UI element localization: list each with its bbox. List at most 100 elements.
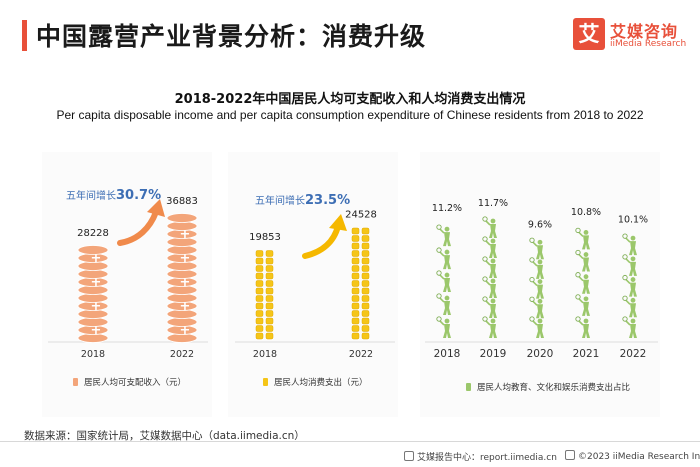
person-arm [532,300,538,306]
plus-icon: + [180,299,191,314]
person-arm [485,320,491,326]
expense-coin [265,317,274,325]
racket [482,296,488,302]
person-body [489,244,497,258]
share-bar-2018 [436,224,451,338]
person-arm [578,276,584,282]
person-body [489,284,497,298]
person-head [444,295,450,301]
person-head [444,318,450,324]
expense-coin [351,242,360,250]
footer-report-center: 艾媒报告中心：report.iimedia.cn [404,450,557,463]
footer-copyright: ©2023 iiMedia Research Inc [565,450,700,462]
plus-icon: + [91,299,102,314]
footer-left-text: 艾媒报告中心：report.iimedia.cn [417,453,557,463]
expense-coin [265,280,274,287]
racket [482,216,488,222]
person-icon [482,216,497,238]
person-icon [529,296,544,319]
share-bar-2020 [529,237,544,338]
share-category-label: 2019 [480,348,507,360]
person-icon [436,270,451,293]
expense-coin [361,310,370,317]
person-head [583,318,589,324]
racket [529,316,535,322]
person-body [443,324,451,338]
expense-coin [265,332,274,340]
plus-icon: + [180,323,191,338]
expense-coin [265,295,274,302]
person-icon [529,276,544,299]
expense-coin [255,295,264,302]
share-value-label: 10.8% [571,207,601,218]
expense-coin [361,250,370,257]
legend-label: 居民人均消费支出（元） [274,377,368,388]
legend-swatch [263,378,268,386]
person-body [582,324,590,338]
person-arm [578,231,584,237]
person-arm [532,320,538,326]
expense-coin [361,272,370,280]
person-body [443,232,451,247]
racket [622,295,628,301]
racket [575,294,581,300]
expense-coin [255,257,264,265]
person-arm [485,240,491,246]
person-head [444,272,450,278]
expense-coin [255,280,264,287]
person-head [444,249,450,255]
person-head [630,256,636,262]
racket [622,254,628,260]
income-arrow-head [147,199,165,217]
share-bar-2019 [482,216,497,338]
expense-chart: 19853 2018 24528 2022 五年间增长23.5% [235,193,395,360]
person-icon [482,316,497,338]
person-head [444,226,450,232]
person-head [490,218,496,224]
person-body [443,255,451,270]
share-value-label: 11.7% [478,198,508,209]
expense-coin [265,287,274,295]
racket [622,274,628,281]
expense-category-label: 2018 [253,349,277,360]
person-icon [529,316,544,338]
person-icon [482,296,497,318]
person-head [490,258,496,264]
racket [482,316,488,322]
growth-prefix: 五年间增长 [255,194,305,207]
expense-coin [265,325,274,332]
expense-bar-2022 [351,227,370,340]
racket [575,227,581,234]
legend-label: 居民人均教育、文化和娱乐消费支出占比 [477,382,630,393]
expense-coin [255,302,264,310]
income-bar-2018: + + + + [77,245,109,343]
logo-name-en: iiMedia Research [610,39,687,49]
title-accent-bar [22,20,27,51]
racket [529,237,535,243]
person-arm [625,237,631,243]
share-category-label: 2022 [620,348,647,360]
plus-icon: + [180,275,191,290]
racket [436,247,442,253]
expense-coin [361,302,370,310]
share-category-label: 2018 [434,348,461,360]
legend-label: 居民人均可支配收入（元） [84,377,186,388]
expense-coin [351,325,360,332]
expense-coin [351,310,360,317]
expense-bar-2018 [255,250,274,340]
racket [482,276,488,282]
person-body [629,324,637,338]
person-head [630,318,636,324]
income-category-label: 2018 [81,349,105,360]
racket [482,236,488,242]
person-icon [622,274,637,297]
person-icon [529,237,544,260]
person-icon [575,227,590,250]
income-category-label: 2022 [170,349,194,360]
person-arm [625,320,631,326]
expense-coin [361,235,370,242]
person-icon [436,316,451,338]
person-icon [622,254,637,276]
share-bar-2021 [575,227,590,338]
